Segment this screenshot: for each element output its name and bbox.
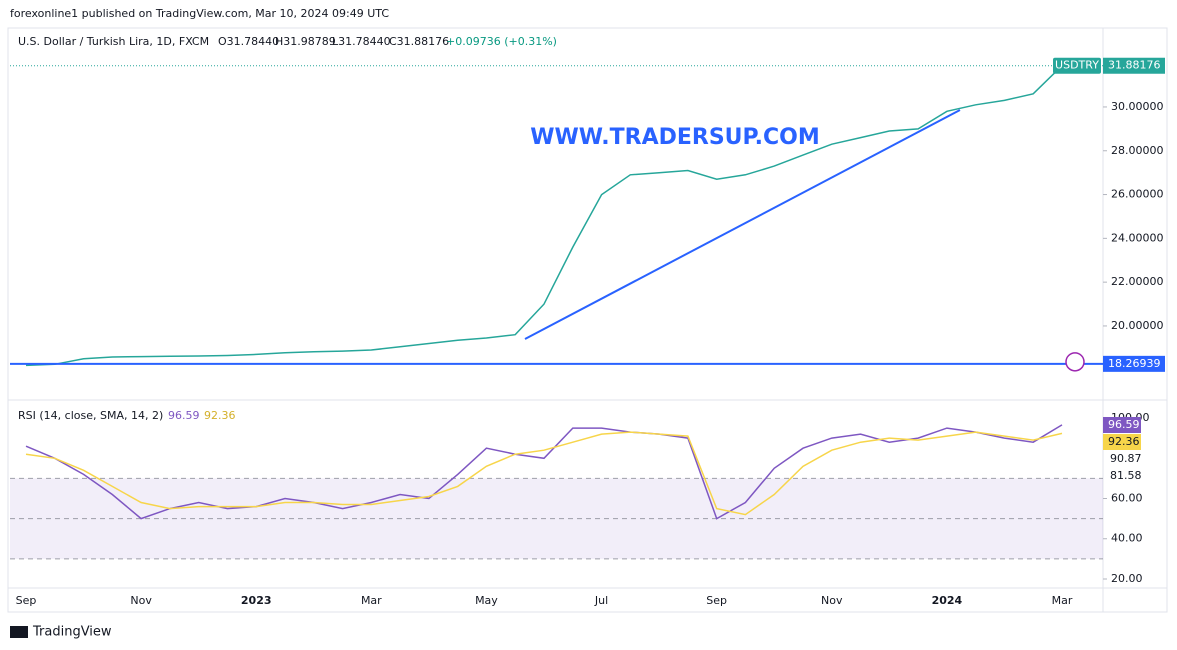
trend-line [524, 109, 961, 340]
x-tick-label: 2023 [241, 594, 272, 607]
y-tick-label: 24.00000 [1111, 231, 1164, 244]
ohlc-value: C31.88176 [389, 35, 449, 48]
x-tick-label: Mar [1052, 594, 1073, 607]
logo [10, 626, 28, 638]
series-line [25, 431, 1063, 516]
ohlc-value: L31.78440 [332, 35, 391, 48]
rsi-title: RSI (14, close, SMA, 14, 2) [18, 409, 163, 422]
x-tick-label: Nov [130, 594, 152, 607]
frame [7, 27, 1168, 613]
rsi-sma-value: 92.36 [204, 409, 236, 422]
symbol-badge [1053, 57, 1101, 74]
series-line [25, 65, 1063, 367]
x-tick-label: Nov [821, 594, 843, 607]
rsi-badge-value: 96.59 [1108, 418, 1140, 431]
series-line [25, 424, 1063, 520]
rsi-badge [1103, 434, 1141, 450]
symbol-name: USDTRY [1055, 59, 1099, 72]
rsi-value: 96.59 [168, 409, 200, 422]
footer-brand: TradingView [32, 625, 112, 640]
x-tick-label: Mar [361, 594, 382, 607]
x-tick-label: May [475, 594, 498, 607]
y-tick-label: 60.00 [1111, 492, 1143, 505]
ohlc-change: +0.09736 (+0.31%) [446, 35, 557, 48]
publish-note: forexonline1 published on TradingView.co… [10, 7, 389, 20]
symbol-title: U.S. Dollar / Turkish Lira, 1D, FXCM [18, 35, 209, 48]
hline-label: 18.26939 [1108, 357, 1161, 370]
hline-badge [1103, 355, 1165, 372]
x-tick-label: Sep [706, 594, 727, 607]
y-tick-label: 20.00 [1111, 572, 1143, 585]
y-tick-label: 22.00000 [1111, 275, 1164, 288]
y-tick-label: 40.00 [1111, 532, 1143, 545]
y-tick-label: 30.00000 [1111, 100, 1164, 113]
rsi-scale-label: 81.58 [1110, 469, 1142, 482]
y-tick-label: 20.00000 [1111, 319, 1164, 332]
ohlc-value: O31.78440 [218, 35, 279, 48]
x-tick-label: Jul [594, 594, 608, 607]
y-tick-label: 26.00000 [1111, 188, 1164, 201]
ohlc-value: H31.98789 [275, 35, 336, 48]
x-tick-label: 2024 [932, 594, 963, 607]
alert-icon [1065, 352, 1085, 372]
price-badge [1103, 57, 1165, 74]
rsi-badge-value: 92.36 [1108, 435, 1140, 448]
watermark: WWW.TRADERSUP.COM [530, 125, 819, 150]
y-tick-label: 28.00000 [1111, 144, 1164, 157]
last-price: 31.88176 [1108, 59, 1161, 72]
rsi-scale-label: 90.87 [1110, 452, 1142, 465]
rsi-badge [1103, 417, 1141, 433]
x-tick-label: Sep [16, 594, 37, 607]
